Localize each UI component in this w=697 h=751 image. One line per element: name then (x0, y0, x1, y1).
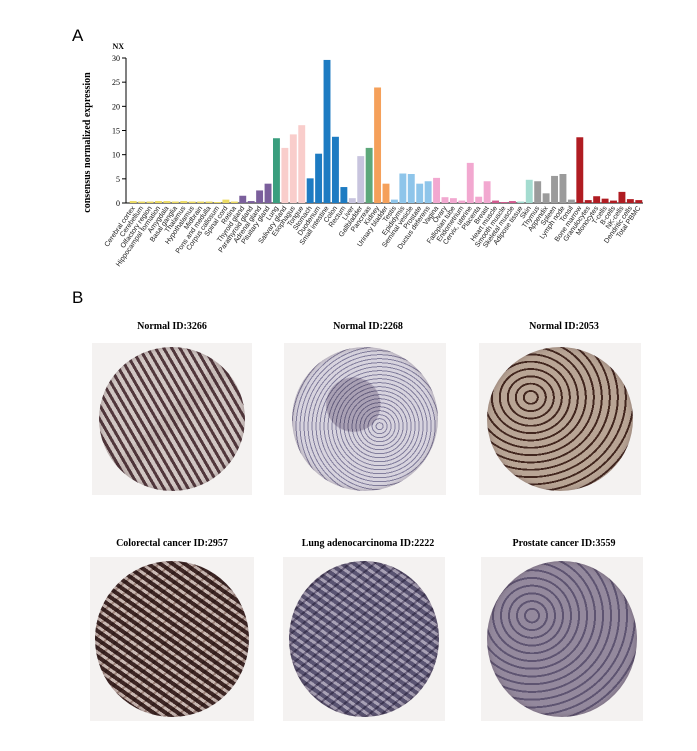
bar-53 (576, 137, 584, 203)
panel-b-label: B (72, 288, 84, 307)
bar-32 (399, 173, 407, 203)
y-tick-label: 5 (116, 175, 120, 184)
bar-20 (298, 125, 306, 203)
bar-54 (584, 200, 592, 203)
bar-34 (416, 183, 424, 203)
bar-26 (348, 198, 356, 203)
bar-33 (407, 174, 415, 203)
ihc-image-1 (92, 343, 252, 495)
bar-40 (466, 162, 474, 203)
tissue-core-2 (292, 347, 438, 491)
bar-6 (180, 201, 188, 203)
ihc-image-5 (283, 557, 445, 721)
bar-60 (635, 200, 643, 203)
ihc-caption-1: Normal ID:3266 (137, 321, 207, 332)
bar-43 (492, 200, 499, 203)
tissue-core-5 (289, 561, 439, 717)
bar-57 (610, 200, 617, 203)
bar-45 (508, 201, 516, 203)
ihc-caption-4: Colorectal cancer ID:2957 (116, 538, 228, 549)
ihc-image-4 (90, 557, 254, 721)
bar-55 (593, 196, 601, 203)
tissue-core-4 (95, 561, 249, 717)
chart-bars (129, 59, 643, 204)
bar-0 (129, 201, 137, 203)
bar-28 (365, 147, 373, 203)
bar-13 (239, 195, 247, 203)
bar-11 (222, 199, 230, 203)
y-tick-label: 10 (112, 151, 120, 160)
bar-27 (357, 156, 365, 203)
bar-25 (340, 187, 348, 203)
bar-38 (449, 198, 457, 203)
ihc-caption-6: Prostate cancer ID:3559 (512, 538, 616, 549)
y-tick-label: 15 (112, 127, 120, 136)
ihc-image-3 (479, 343, 641, 495)
bar-23 (323, 59, 331, 204)
panel-a-label: A (72, 26, 84, 45)
bar-47 (525, 179, 533, 203)
bar-41 (475, 196, 483, 203)
y-tick-label: 30 (112, 54, 120, 63)
bar-29 (374, 87, 382, 203)
y-tick-label: 25 (112, 78, 120, 87)
ihc-caption-2: Normal ID:2268 (333, 321, 403, 332)
ihc-image-2 (284, 343, 446, 495)
bar-31 (390, 199, 398, 203)
bar-51 (559, 174, 567, 203)
bar-16 (264, 183, 272, 203)
bar-44 (500, 202, 508, 203)
bar-21 (306, 178, 314, 203)
tissue-core-3 (487, 347, 633, 491)
unit-label: NX (112, 42, 124, 51)
bar-18 (281, 147, 289, 203)
y-tick-label: 0 (116, 199, 120, 208)
bar-12 (230, 201, 238, 203)
bar-52 (567, 199, 575, 203)
tissue-core-1 (99, 347, 245, 491)
bar-5 (171, 201, 179, 203)
expression-bar-chart: 0 5 10 15 20 25 30 NX consensus normalized expre… (82, 42, 643, 268)
y-axis-label: consensus normalized expression (82, 72, 93, 213)
bar-2 (146, 201, 154, 203)
bar-14 (247, 201, 255, 203)
bar-39 (458, 200, 466, 203)
bar-8 (197, 201, 205, 203)
bar-58 (618, 191, 626, 203)
bar-50 (551, 175, 558, 203)
ihc-image-6 (481, 557, 643, 721)
bar-9 (205, 201, 213, 203)
bar-22 (315, 153, 323, 203)
bar-3 (155, 201, 162, 203)
bar-4 (163, 201, 171, 203)
bar-59 (626, 199, 634, 203)
bar-56 (601, 198, 609, 203)
bar-7 (188, 201, 196, 203)
bar-24 (331, 136, 339, 203)
bar-19 (289, 134, 297, 203)
bar-37 (441, 197, 449, 203)
ihc-caption-3: Normal ID:2053 (529, 321, 599, 332)
bar-1 (138, 201, 146, 203)
ihc-caption-5: Lung adenocarcinoma ID:2222 (301, 538, 435, 549)
bar-17 (273, 138, 280, 203)
tissue-core-6 (487, 561, 637, 717)
bar-15 (256, 190, 264, 203)
bar-46 (517, 201, 525, 203)
y-tick-label: 20 (112, 102, 120, 111)
bar-42 (483, 181, 491, 203)
bar-35 (424, 181, 432, 203)
bar-30 (382, 183, 390, 203)
bar-10 (214, 202, 221, 203)
bar-48 (534, 181, 542, 203)
bar-36 (433, 177, 441, 203)
bar-49 (542, 193, 550, 203)
